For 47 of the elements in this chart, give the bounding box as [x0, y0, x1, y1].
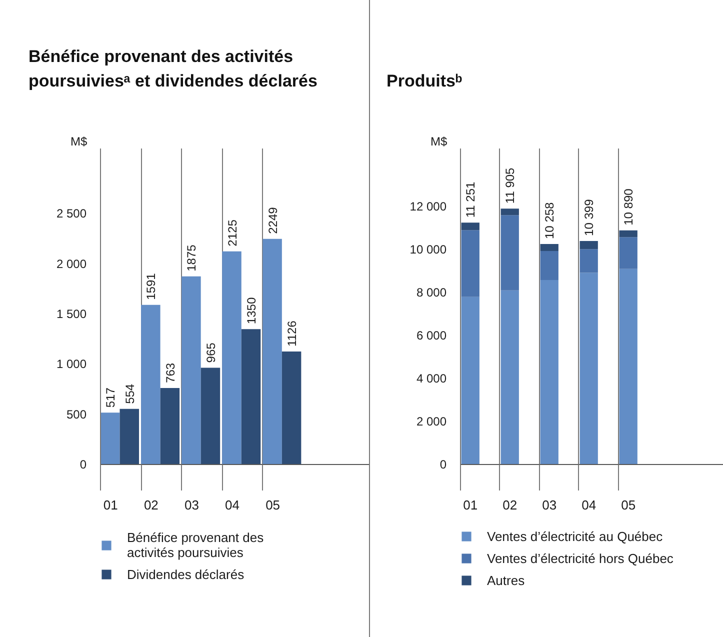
total-label: 11 905	[502, 167, 517, 204]
x-tick-label: 03	[542, 498, 557, 512]
y-tick-label: 0	[440, 458, 447, 472]
legend-label: Ventes d’électricité hors Québec	[487, 550, 674, 566]
y-tick-label: 12 000	[410, 200, 447, 214]
x-tick-label: 04	[225, 498, 240, 512]
y-tick-label: 4 000	[416, 372, 447, 386]
data-label: 2125	[225, 219, 240, 246]
y-tick-label: 2 500	[56, 206, 87, 221]
total-label: 10 890	[621, 188, 636, 226]
chart-title: Bénéfice provenant des activités poursuiviesᵃ et dividendes déclarés	[28, 46, 318, 90]
y-tick-label: 10 000	[410, 242, 447, 257]
total-label: 11 251	[463, 182, 478, 218]
y-tick-label: 6 000	[416, 328, 447, 343]
y-tick-label: 1 500	[56, 307, 87, 322]
y-axis-title: M$	[70, 134, 88, 148]
y-axis-title: M$	[430, 134, 448, 148]
legend-label: Ventes d’électricité au Québec	[487, 528, 663, 544]
y-tick-label: 2 000	[56, 256, 87, 271]
total-label: 10 399	[582, 198, 596, 236]
data-label: 1875	[184, 244, 199, 272]
x-tick-label: 05	[266, 498, 280, 512]
x-tick-label: 04	[582, 498, 596, 512]
y-tick-label: 0	[80, 458, 87, 472]
y-tick-label: 1 000	[56, 357, 87, 372]
data-label: 965	[204, 342, 218, 363]
x-tick-label: 05	[621, 498, 636, 512]
legend-label: Dividendes déclarés	[127, 566, 244, 582]
x-tick-label: 01	[463, 498, 478, 512]
y-tick-label: 2 000	[416, 414, 447, 429]
y-tick-label: 500	[66, 407, 87, 422]
x-tick-label: 02	[144, 498, 158, 512]
data-label: 1591	[144, 272, 158, 300]
data-label: 763	[163, 362, 178, 383]
y-tick-label: 8 000	[416, 286, 447, 300]
legend-label: Autres	[487, 572, 525, 588]
data-label: 2249	[266, 206, 280, 234]
x-tick-label: 03	[184, 498, 199, 512]
chart-title: Produitsᵇ	[386, 72, 462, 90]
data-label: 554	[122, 384, 137, 404]
data-label: 517	[104, 387, 118, 408]
legend-label: Bénéfice provenant des activités poursuivies	[127, 530, 264, 560]
x-tick-label: 02	[502, 498, 518, 512]
total-label: 10 258	[542, 202, 556, 239]
data-label: 1126	[285, 320, 300, 347]
x-tick-label: 01	[103, 498, 118, 512]
data-label: 1350	[244, 297, 259, 324]
